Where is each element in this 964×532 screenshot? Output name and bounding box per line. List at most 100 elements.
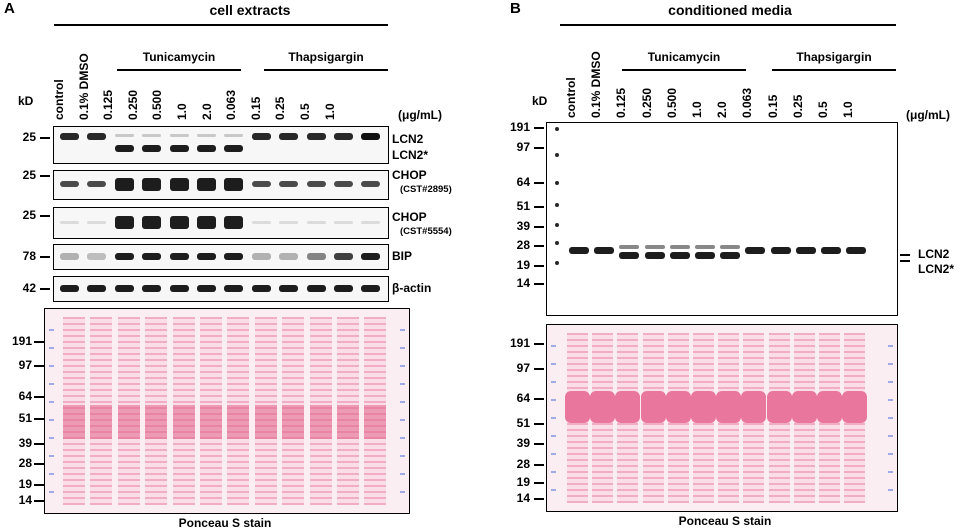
actin-band <box>60 285 79 292</box>
lcn2-band <box>745 247 766 254</box>
panel-b-unit: (μg/mL) <box>906 108 950 122</box>
panel-a-bip-blot <box>53 244 389 270</box>
chop-band <box>251 181 271 187</box>
ponceau-dense-region <box>117 405 140 439</box>
panel-b-ponceau-mw-label: 14 <box>516 491 530 505</box>
panel-a-chop-5554-sub: (CST#5554) <box>400 226 452 237</box>
panel-a-lane-label: 0.250 <box>125 89 140 120</box>
lcn2-band <box>669 245 690 249</box>
ladder-dot <box>555 261 559 265</box>
panel-a-lane-label: 0.1% DMSO <box>76 53 91 120</box>
lcn2-star-band <box>197 145 216 152</box>
lcn2-star-band <box>169 145 189 152</box>
albumin-band <box>817 391 842 423</box>
chop-band <box>87 181 107 187</box>
panel-a-lcn2-label: LCN2 <box>392 132 424 146</box>
panel-a-title: cell extracts <box>209 2 291 18</box>
mw-tick <box>34 365 44 367</box>
ponceau-ladder <box>888 345 893 491</box>
lcn2-star-band <box>619 252 640 259</box>
actin-band <box>334 285 353 292</box>
panel-b-blot-mw-label: 19 <box>516 258 530 272</box>
lcn2-band-faint <box>224 134 244 137</box>
albumin-band <box>665 391 691 423</box>
mw-tick <box>534 498 544 500</box>
panel-b-ponceau-mw-label: 39 <box>516 436 530 450</box>
panel-a-letter: A <box>4 0 15 17</box>
chop-band <box>169 178 189 191</box>
ladder-dot <box>555 181 559 185</box>
chop-band <box>114 216 134 229</box>
panel-a-lane-label: 0.500 <box>150 89 165 120</box>
albumin-band <box>691 391 716 423</box>
panel-a-caption: Ponceau S stain <box>178 516 272 530</box>
chop-band-faint <box>279 221 299 224</box>
lcn2-band <box>846 247 867 254</box>
mw-tick <box>40 137 50 139</box>
panel-b-blot-mw-label: 191 <box>509 120 530 134</box>
chop-band-faint <box>87 221 107 224</box>
actin-band <box>251 285 271 292</box>
panel-b-ponceau-mw-label: 28 <box>516 457 530 471</box>
ponceau-dense-region <box>63 405 85 439</box>
panel-a-tunicamycin-label: Tunicamycin <box>142 50 216 64</box>
bip-band <box>306 253 326 260</box>
panel-a-thapsigargin-rule <box>264 69 388 71</box>
albumin-band <box>590 391 616 423</box>
ladder-dot <box>555 241 559 245</box>
mw-tick <box>34 418 44 420</box>
lcn2-band <box>795 247 816 254</box>
albumin-band <box>615 391 641 423</box>
panel-b-ponceau-mw-label: 191 <box>509 336 530 350</box>
panel-a-chop-2895-sub: (CST#2895) <box>400 184 452 195</box>
panel-b-kd-label: kD <box>532 94 548 108</box>
panel-a-lane-label: 1.0 <box>322 103 337 120</box>
panel-b-ponceau-mw-label: 64 <box>516 391 530 405</box>
lcn2-star-band <box>695 252 715 259</box>
panel-a-ponceau-mw-label: 39 <box>18 436 32 450</box>
panel-b-lane-label: 0.250 <box>639 87 654 118</box>
lcn2-band <box>306 133 326 140</box>
panel-b-title: conditioned media <box>668 2 792 18</box>
panel-a-lane-label: 0.15 <box>248 96 263 120</box>
bip-band <box>279 253 299 260</box>
ponceau-dense-region <box>227 405 250 439</box>
chop-band-faint <box>334 221 353 224</box>
mw-tick <box>34 341 44 343</box>
panel-b-tunicamycin-rule <box>622 69 746 71</box>
mw-tick <box>534 182 544 184</box>
panel-a-lane-label: 1.0 <box>175 103 189 120</box>
panel-a-kd-label: kD <box>18 94 34 108</box>
chop-band <box>361 181 381 187</box>
panel-b-thapsigargin-label: Thapsigargin <box>796 50 872 64</box>
lcn2-band-faint <box>114 134 134 137</box>
ladder-dot <box>555 127 559 131</box>
panel-a-lane-label: 0.5 <box>298 103 312 120</box>
panel-b-ponceau-mw-label: 19 <box>516 475 530 489</box>
panel-a-ponceau-mw-label: 28 <box>18 456 32 470</box>
mw-tick <box>34 463 44 465</box>
chop-band <box>169 216 189 229</box>
chop-band <box>142 216 162 229</box>
ponceau-ladder <box>551 345 556 491</box>
panel-b-lane-label: 0.25 <box>790 94 805 118</box>
ponceau-dense-region <box>90 405 113 439</box>
mw-tick <box>40 215 50 217</box>
mw-tick <box>534 226 544 228</box>
mw-tick <box>534 482 544 484</box>
mw-tick <box>40 256 50 258</box>
ponceau-ladder <box>400 329 405 493</box>
panel-b-lane-label: 0.1% DMSO <box>589 51 604 118</box>
panel-a-blot3-mw: 25 <box>22 208 36 222</box>
panel-b-lane-label: 0.063 <box>740 87 755 118</box>
lcn2-band <box>821 247 841 254</box>
chop-band-faint <box>306 221 326 224</box>
mw-tick <box>534 443 544 445</box>
panel-b-lane-label: 0.5 <box>816 101 830 118</box>
bip-band <box>361 253 381 260</box>
lcn2-star-band <box>720 252 741 259</box>
albumin-band <box>640 391 666 423</box>
panel-a-lcn2-star-label: LCN2* <box>392 148 429 162</box>
bip-band <box>224 253 244 260</box>
ponceau-dense-region <box>337 405 359 439</box>
